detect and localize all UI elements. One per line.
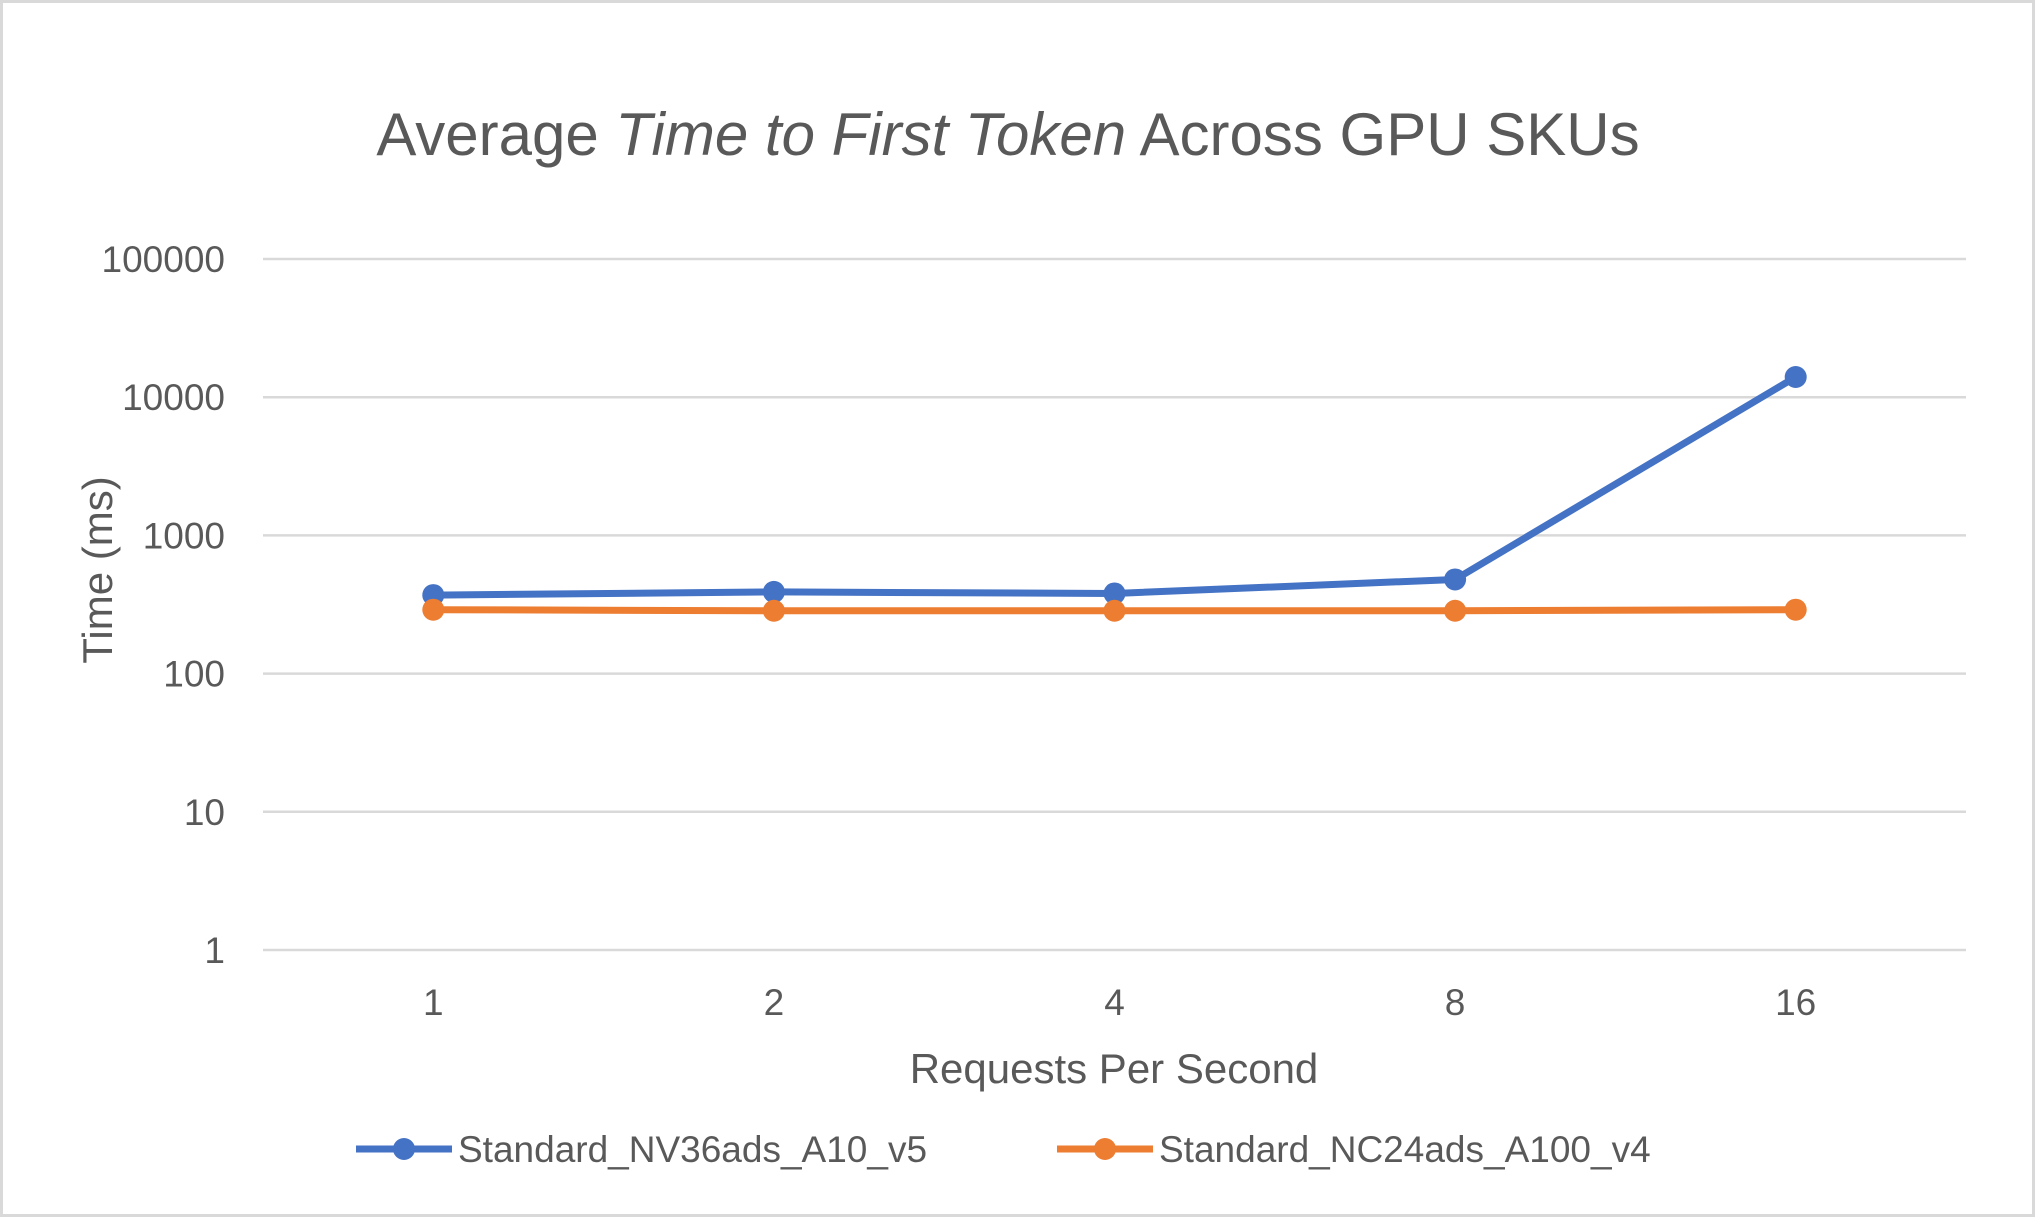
x-axis-label: Requests Per Second — [910, 1045, 1319, 1092]
y-tick-label: 100 — [163, 654, 225, 695]
x-tick-label: 4 — [1104, 982, 1125, 1023]
legend-item-1: Standard_NC24ads_A100_v4 — [1057, 1129, 1651, 1170]
gridlines — [263, 257, 1966, 952]
chart-title-part-0: Average — [376, 101, 615, 168]
y-tick-label: 1000 — [143, 515, 225, 556]
legend-item-0: Standard_NV36ads_A10_v5 — [356, 1129, 927, 1170]
data-point — [762, 580, 785, 603]
series-points — [422, 366, 1807, 622]
y-tick-label: 100000 — [102, 239, 225, 280]
y-axis-label: Time (ms) — [74, 476, 121, 663]
chart-title-part-1: Time to First Token — [615, 101, 1126, 168]
data-point — [1444, 599, 1467, 622]
data-point — [1103, 599, 1126, 622]
x-tick-label: 2 — [764, 982, 785, 1023]
data-point — [1784, 366, 1807, 389]
data-point — [1444, 568, 1467, 591]
chart-title-part-2: Across GPU SKUs — [1126, 101, 1639, 168]
x-tick-label: 16 — [1775, 982, 1816, 1023]
y-tick-label: 10 — [184, 792, 225, 833]
legend-swatch-marker — [393, 1138, 415, 1160]
chart-title: Average Time to First Token Across GPU S… — [376, 101, 1639, 168]
legend-label: Standard_NV36ads_A10_v5 — [458, 1129, 927, 1170]
x-axis-ticks: 1 2 4 8 16 — [423, 982, 1816, 1023]
data-point — [1784, 598, 1807, 621]
legend-label: Standard_NC24ads_A100_v4 — [1159, 1129, 1651, 1170]
data-point — [1103, 582, 1126, 605]
legend: Standard_NV36ads_A10_v5 Standard_NC24ads_… — [356, 1129, 1651, 1170]
y-tick-label: 10000 — [122, 377, 225, 418]
data-point — [422, 598, 445, 621]
x-tick-label: 1 — [423, 982, 444, 1023]
data-point — [762, 599, 785, 622]
x-tick-label: 8 — [1445, 982, 1466, 1023]
legend-swatch-marker — [1094, 1138, 1116, 1160]
y-tick-label: 1 — [204, 930, 225, 971]
y-axis-ticks: 1 10 100 1000 10000 100000 — [102, 239, 225, 971]
